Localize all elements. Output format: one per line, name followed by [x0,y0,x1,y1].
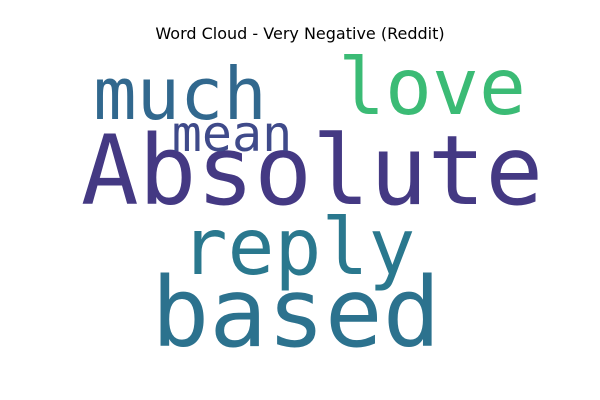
word-absolute: Absolute [80,115,544,227]
word-reply: reply [180,203,416,293]
word-much: much [93,52,267,136]
chart-title: Word Cloud - Very Negative (Reddit) [155,24,445,43]
word-mean: mean [171,105,293,163]
word-based: based [151,257,441,369]
word-love: love [338,43,526,133]
